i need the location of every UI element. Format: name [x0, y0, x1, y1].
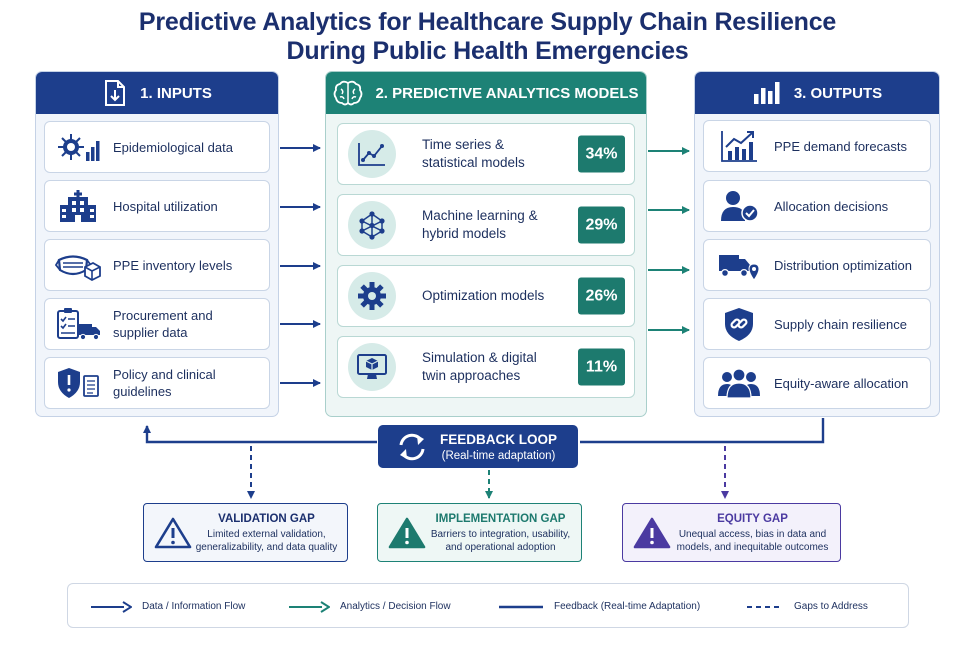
- model-item-machine-learning: Machine learning & hybrid models 29%: [337, 194, 635, 256]
- model-percent-badge: 29%: [578, 206, 625, 244]
- input-item-label: Policy and clinical guidelines: [113, 367, 216, 399]
- output-item-allocation: Allocation decisions: [703, 180, 931, 232]
- input-item-label: Hospital utilization: [113, 198, 218, 214]
- models-panel-header: 2. PREDICTIVE ANALYTICS MODELS: [326, 72, 646, 114]
- feedback-loop-title: FEEDBACK LOOP: [440, 431, 558, 447]
- gap-title: IMPLEMENTATION GAP: [435, 512, 566, 525]
- output-item-equity: Equity-aware allocation: [703, 357, 931, 409]
- mask-box-icon: [55, 247, 101, 283]
- legend-item-data-flow: Data / Information Flow: [90, 584, 245, 629]
- analytics-flow-arrow-icon: [289, 600, 330, 613]
- legend-label: Analytics / Decision Flow: [340, 601, 451, 612]
- inputs-panel-header: 1. INPUTS: [36, 72, 278, 114]
- output-item-label: Allocation decisions: [774, 198, 889, 214]
- model-percent-badge: 26%: [578, 277, 625, 315]
- model-percent-badge: 11%: [578, 348, 625, 386]
- model-percent-badge: 34%: [578, 135, 625, 173]
- line-chart-icon: [348, 130, 396, 178]
- warning-icon: [633, 517, 671, 548]
- gap-description: Unequal access, bias in data and models,…: [676, 528, 829, 553]
- model-item-simulation: Simulation & digital twin approaches 11%: [337, 336, 635, 398]
- input-item-epidemiological: Epidemiological data: [44, 121, 270, 173]
- output-item-label: Distribution optimization: [774, 257, 913, 273]
- legend: Data / Information Flow Analytics / Deci…: [67, 583, 909, 628]
- trend-chart-icon: [716, 128, 762, 164]
- output-item-label: PPE demand forecasts: [774, 138, 907, 154]
- analytics-flow-arrows: [648, 147, 690, 334]
- input-item-hospital: Hospital utilization: [44, 180, 270, 232]
- gap-description: Limited external validation, generalizab…: [195, 528, 338, 553]
- user-check-icon: [716, 188, 762, 224]
- legend-item-gaps: Gaps to Address: [746, 584, 868, 629]
- gear-icon: [348, 272, 396, 320]
- validation-gap-box: VALIDATION GAP Limited external validati…: [143, 503, 348, 562]
- model-item-label: Machine learning & hybrid models: [422, 208, 538, 241]
- legend-label: Data / Information Flow: [142, 601, 246, 612]
- inputs-panel: 1. INPUTS Epidemiological data: [35, 71, 279, 417]
- models-panel-title: 2. PREDICTIVE ANALYTICS MODELS: [375, 84, 639, 102]
- outputs-panel: 3. OUTPUTS PPE demand forecasts: [694, 71, 940, 417]
- input-item-ppe-inventory: PPE inventory levels: [44, 239, 270, 291]
- input-item-policy: Policy and clinical guidelines: [44, 357, 270, 409]
- legend-label: Feedback (Real-time Adaptation): [554, 601, 701, 612]
- model-item-label: Time series & statistical models: [422, 137, 525, 170]
- model-item-time-series: Time series & statistical models 34%: [337, 123, 635, 185]
- output-item-resilience: Supply chain resilience: [703, 298, 931, 350]
- shield-document-icon: [55, 365, 101, 401]
- monitor-cube-icon: [348, 343, 396, 391]
- virus-chart-icon: [55, 129, 101, 165]
- warning-icon: [154, 517, 192, 548]
- legend-item-feedback: Feedback (Real-time Adaptation): [498, 584, 700, 629]
- models-panel: 2. PREDICTIVE ANALYTICS MODELS Time seri…: [325, 71, 647, 417]
- data-flow-arrow-icon: [91, 600, 132, 613]
- model-item-label: Simulation & digital twin approaches: [422, 350, 537, 383]
- dashed-line-icon: [747, 605, 783, 608]
- output-item-label: Equity-aware allocation: [774, 375, 909, 391]
- hospital-icon: [55, 188, 101, 224]
- legend-item-analytics-flow: Analytics / Decision Flow: [288, 584, 451, 629]
- model-item-optimization: Optimization models 26%: [337, 265, 635, 327]
- input-item-label: PPE inventory levels: [113, 257, 233, 273]
- gap-title: VALIDATION GAP: [218, 512, 315, 525]
- title-line-2: During Public Health Emergencies: [286, 37, 689, 65]
- bar-chart-icon: [753, 82, 780, 104]
- gap-description: Barriers to integration, usability, and …: [430, 528, 571, 553]
- outputs-panel-title: 3. OUTPUTS: [793, 84, 883, 102]
- output-item-label: Supply chain resilience: [774, 316, 907, 332]
- output-item-ppe-demand: PPE demand forecasts: [703, 120, 931, 172]
- feedback-line-icon: [499, 605, 543, 608]
- input-item-label: Procurement and supplier data: [113, 308, 213, 340]
- input-item-procurement: Procurement and supplier data: [44, 298, 270, 350]
- input-item-label: Epidemiological data: [113, 139, 233, 155]
- feedback-loop-line: [143, 418, 825, 444]
- gap-title: EQUITY GAP: [717, 512, 788, 525]
- feedback-loop-subtitle: (Real-time adaptation): [441, 449, 556, 462]
- output-item-distribution: Distribution optimization: [703, 239, 931, 291]
- diagram-title: Predictive Analytics for Healthcare Supp…: [0, 8, 975, 66]
- network-icon: [348, 201, 396, 249]
- title-line-1: Predictive Analytics for Healthcare Supp…: [138, 8, 837, 36]
- legend-label: Gaps to Address: [794, 601, 868, 612]
- refresh-icon: [399, 433, 425, 460]
- document-download-icon: [105, 80, 126, 106]
- inputs-panel-title: 1. INPUTS: [140, 84, 212, 102]
- shield-link-icon: [716, 306, 762, 342]
- implementation-gap-box: IMPLEMENTATION GAP Barriers to integrati…: [377, 503, 582, 562]
- warning-icon: [388, 517, 426, 548]
- feedback-loop-box: FEEDBACK LOOP (Real-time adaptation): [378, 425, 578, 468]
- brain-icon: [334, 80, 363, 106]
- group-icon: [716, 365, 762, 401]
- equity-gap-box: EQUITY GAP Unequal access, bias in data …: [622, 503, 841, 562]
- outputs-panel-header: 3. OUTPUTS: [695, 72, 939, 114]
- data-flow-arrows: [280, 144, 321, 387]
- model-item-label: Optimization models: [422, 288, 545, 303]
- truck-pin-icon: [716, 247, 762, 283]
- clipboard-truck-icon: [55, 306, 101, 342]
